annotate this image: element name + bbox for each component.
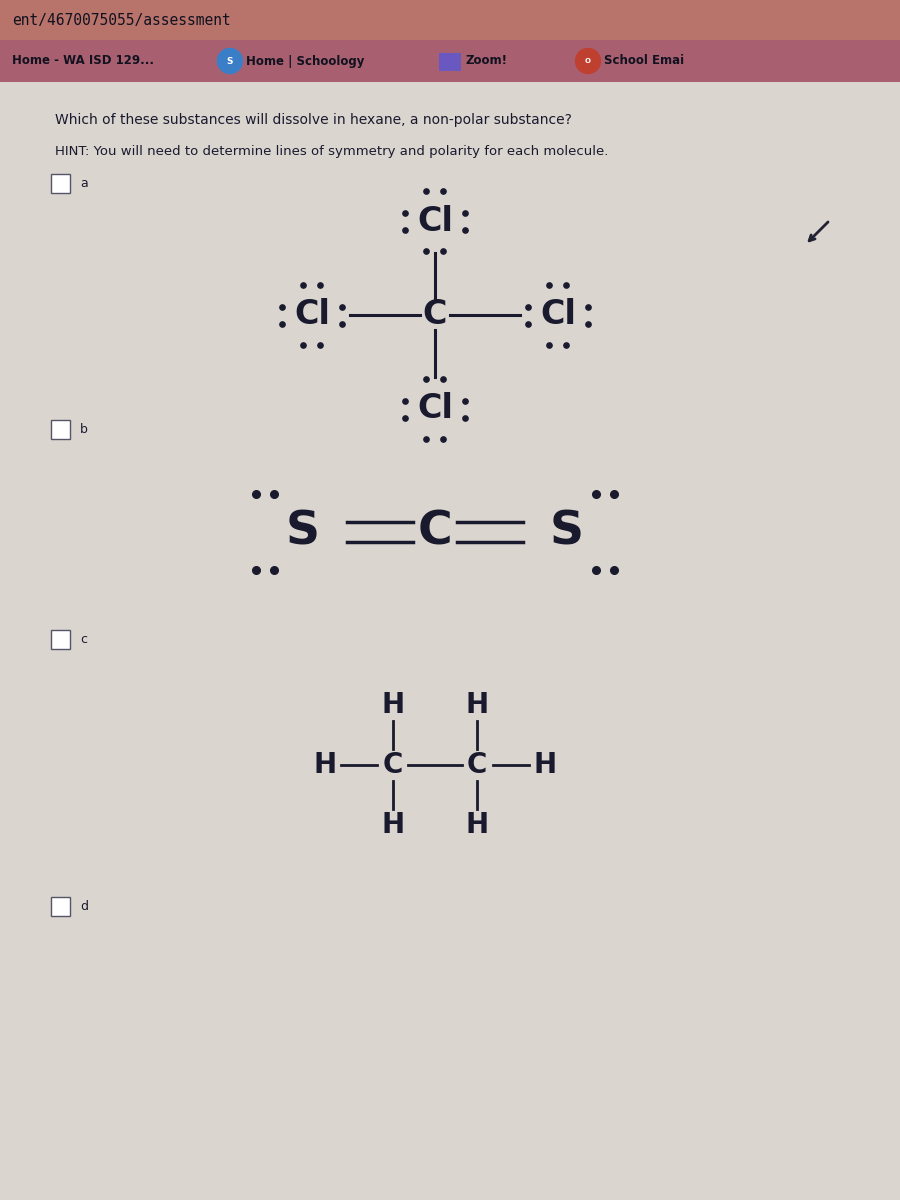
Text: H: H bbox=[382, 691, 405, 719]
Text: Home | Schoology: Home | Schoology bbox=[246, 54, 364, 67]
Text: C: C bbox=[382, 751, 403, 779]
Text: O: O bbox=[585, 58, 591, 64]
Circle shape bbox=[575, 48, 600, 73]
Text: Which of these substances will dissolve in hexane, a non-polar substance?: Which of these substances will dissolve … bbox=[55, 113, 572, 127]
Text: Cl: Cl bbox=[417, 392, 453, 426]
Text: S: S bbox=[227, 56, 233, 66]
FancyBboxPatch shape bbox=[51, 420, 70, 439]
Text: a: a bbox=[80, 178, 88, 190]
Text: H: H bbox=[382, 811, 405, 839]
FancyBboxPatch shape bbox=[0, 0, 900, 40]
FancyBboxPatch shape bbox=[51, 630, 70, 649]
Text: Home - WA ISD 129...: Home - WA ISD 129... bbox=[12, 54, 154, 67]
Text: HINT: You will need to determine lines of symmetry and polarity for each molecul: HINT: You will need to determine lines o… bbox=[55, 145, 608, 158]
FancyBboxPatch shape bbox=[0, 40, 900, 82]
Text: Cl: Cl bbox=[294, 299, 330, 331]
Text: b: b bbox=[80, 422, 88, 436]
Text: C: C bbox=[467, 751, 487, 779]
Text: c: c bbox=[80, 634, 87, 646]
FancyBboxPatch shape bbox=[0, 82, 900, 1200]
Text: ent/4670075055/assessment: ent/4670075055/assessment bbox=[12, 12, 230, 28]
Text: H: H bbox=[534, 751, 556, 779]
Text: H: H bbox=[465, 811, 489, 839]
FancyBboxPatch shape bbox=[51, 174, 70, 193]
Circle shape bbox=[218, 48, 242, 73]
FancyBboxPatch shape bbox=[51, 898, 70, 916]
Text: d: d bbox=[80, 900, 88, 913]
Text: S: S bbox=[550, 510, 584, 554]
Text: H: H bbox=[313, 751, 337, 779]
FancyBboxPatch shape bbox=[439, 53, 461, 71]
Text: Cl: Cl bbox=[540, 299, 576, 331]
Text: School Emai: School Emai bbox=[604, 54, 684, 67]
Text: C: C bbox=[418, 510, 453, 554]
Text: C: C bbox=[423, 299, 447, 331]
Text: Zoom!: Zoom! bbox=[465, 54, 507, 67]
Text: Cl: Cl bbox=[417, 204, 453, 238]
Text: H: H bbox=[465, 691, 489, 719]
Text: S: S bbox=[286, 510, 320, 554]
